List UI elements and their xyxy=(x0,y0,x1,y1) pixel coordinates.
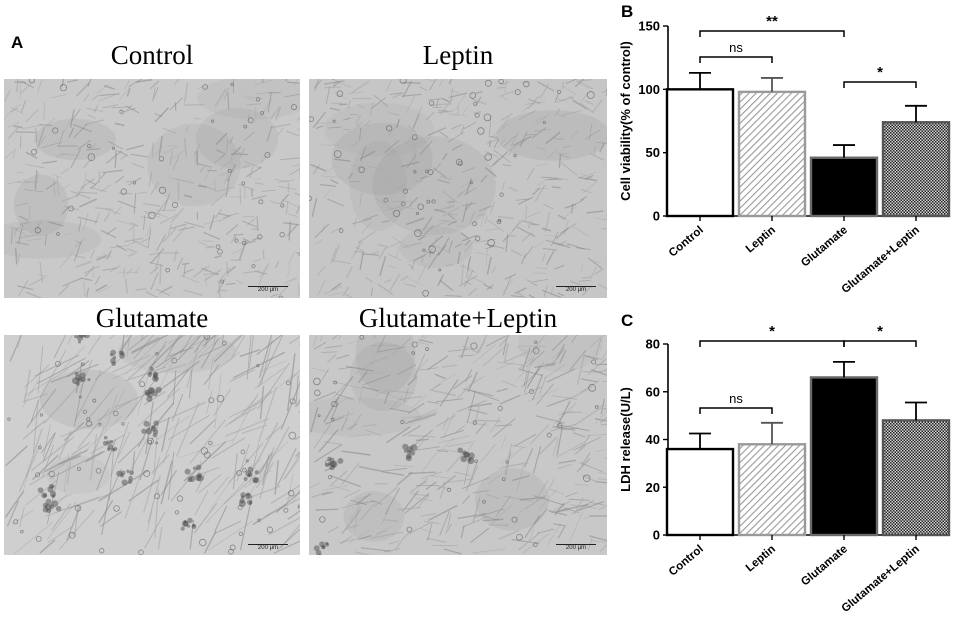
significance-bracket xyxy=(699,56,773,63)
y-axis-label: LDH release(U/L) xyxy=(618,387,633,492)
y-tick-label: 20 xyxy=(646,480,660,495)
y-tick-label: 100 xyxy=(638,82,660,97)
x-tick-label-leptin: Leptin xyxy=(744,224,778,255)
x-tick-label-leptin: Leptin xyxy=(744,543,778,574)
significance-label: * xyxy=(877,323,883,340)
x-tick-label-control: Control xyxy=(667,224,706,259)
x-tick-label-glutamate-leptin: Glutamate+Leptin xyxy=(840,224,922,296)
scale-bar-control: 200 µm xyxy=(248,286,288,295)
scale-bar-label: 200 µm xyxy=(565,545,587,551)
micrograph-leptin xyxy=(309,79,607,298)
bar-leptin xyxy=(737,443,807,537)
significance-bracket xyxy=(699,30,845,37)
x-tick-label-control: Control xyxy=(667,543,706,578)
y-tick-label: 50 xyxy=(646,145,660,160)
y-axis-label: Cell viability(% of control) xyxy=(618,41,633,201)
y-tick-label: 150 xyxy=(638,19,660,34)
panel-b-letter: B xyxy=(621,2,634,21)
y-tick-label: 0 xyxy=(653,528,660,543)
significance-label: * xyxy=(877,64,883,81)
bar-glutamate xyxy=(809,156,879,218)
bar-control xyxy=(665,447,735,537)
bar-leptin xyxy=(737,90,807,218)
scale-bar-glutamate: 200 µm xyxy=(248,544,288,553)
scale-bar-label: 200 µm xyxy=(565,287,587,293)
chart-cell-viability: 0 50 100 150 Cell viability(% of control) Con… xyxy=(618,13,951,296)
scale-bar-glutamate-leptin: 200 µm xyxy=(556,544,596,553)
significance-label: * xyxy=(769,323,775,340)
significance-bracket xyxy=(699,340,845,347)
significance-bracket xyxy=(843,340,917,347)
micrograph-glutamate-leptin xyxy=(309,335,607,555)
bar-control xyxy=(665,88,735,218)
scale-bar-label: 200 µm xyxy=(257,287,279,293)
image-title-leptin: Leptin xyxy=(422,40,494,70)
x-tick-label-glutamate: Glutamate xyxy=(799,224,850,269)
y-tick-label: 60 xyxy=(646,384,660,399)
y-tick-label: 0 xyxy=(653,209,660,224)
panel-a-letter: A xyxy=(11,33,24,52)
y-tick-label: 40 xyxy=(646,432,660,447)
micrograph-glutamate xyxy=(4,335,300,555)
image-title-control: Control xyxy=(110,40,194,70)
significance-label: ns xyxy=(729,40,743,55)
chart-ldh-release: 0 20 40 60 80 LDH release(U/L) Control Leptin Gl… xyxy=(618,323,951,615)
significance-label: ** xyxy=(766,13,778,30)
micrograph-control xyxy=(4,79,300,298)
scale-bar-leptin: 200 µm xyxy=(556,286,596,295)
significance-bracket xyxy=(843,81,917,88)
x-tick-label-glutamate: Glutamate xyxy=(799,543,850,588)
bar-glutamate-leptin xyxy=(881,121,951,218)
y-tick-label: 80 xyxy=(646,337,660,352)
image-title-glutamate-leptin: Glutamate+Leptin xyxy=(358,303,558,333)
significance-label: ns xyxy=(729,391,743,406)
panel-c-letter: C xyxy=(621,311,634,330)
significance-bracket xyxy=(699,407,773,414)
bar-glutamate-leptin xyxy=(881,419,951,537)
bar-glutamate xyxy=(809,376,879,537)
x-tick-label-glutamate-leptin: Glutamate+Leptin xyxy=(840,543,922,615)
image-title-glutamate: Glutamate xyxy=(95,303,209,333)
scale-bar-label: 200 µm xyxy=(257,545,279,551)
